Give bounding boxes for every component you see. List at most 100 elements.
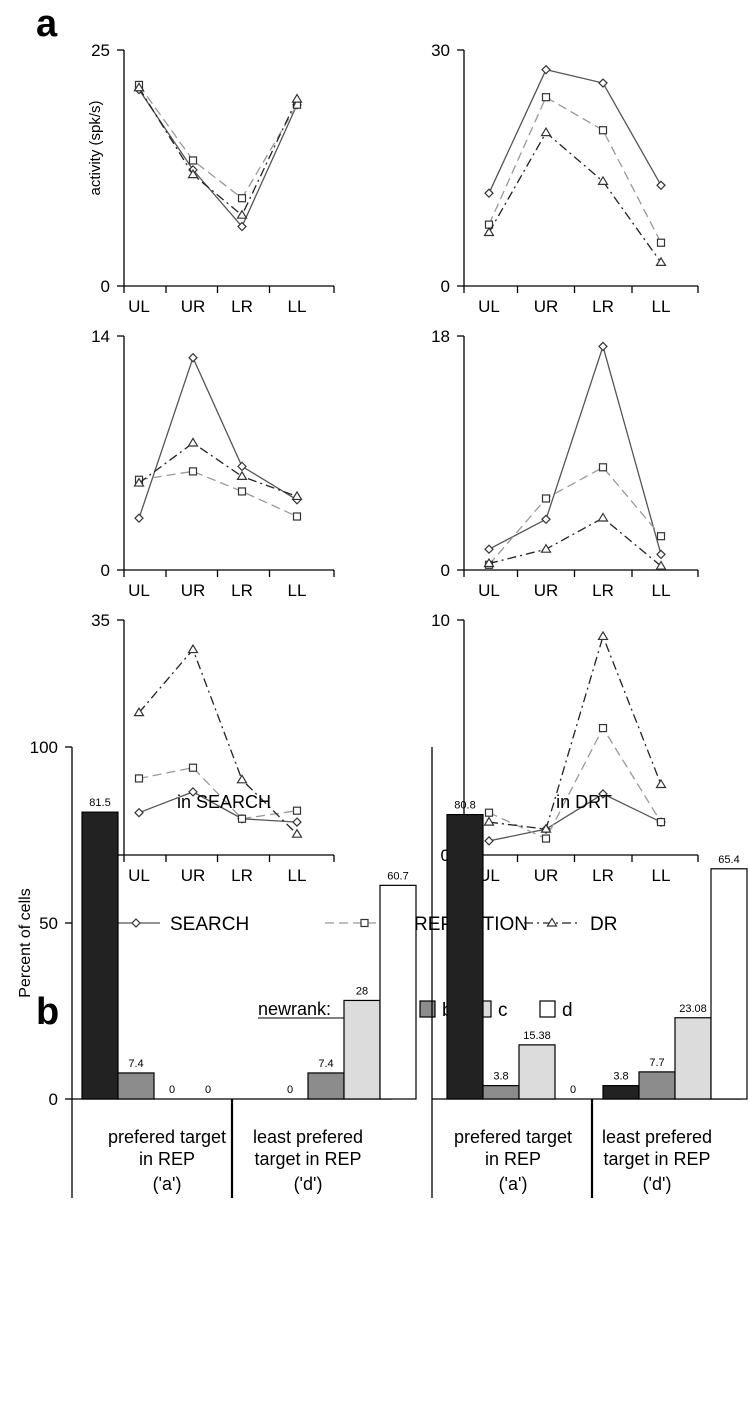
data-point-repetition: [188, 763, 198, 772]
data-point-repetition: [237, 487, 247, 496]
x-tick-label: LL: [288, 581, 307, 600]
x-tick-label: UR: [181, 581, 206, 600]
bar: [343, 999, 381, 1100]
x-tick-label: LR: [231, 581, 253, 600]
data-point-dr: [483, 557, 495, 568]
legend-marker: [360, 918, 369, 928]
bar: [482, 1085, 520, 1100]
data-point-dr: [540, 126, 552, 137]
data-point-dr: [291, 93, 303, 103]
bar: [674, 1017, 712, 1100]
data-point-search: [188, 787, 198, 797]
bar-data-label: 0: [205, 1084, 211, 1096]
series-line-dr: [138, 442, 298, 498]
group-label-line2: target in REP: [254, 1149, 361, 1169]
data-point-repetition: [656, 238, 666, 247]
data-point-search: [134, 513, 144, 524]
series-line-dr: [488, 517, 662, 567]
data-point-repetition: [598, 126, 608, 135]
bar: [446, 813, 484, 1100]
series-line-search: [488, 344, 662, 555]
data-point-dr: [540, 823, 552, 833]
bar-subplot-1: 0 50 100 Percent of cells in SEARCH 81.5 7.4 0 0…: [17, 738, 417, 1198]
x-tick-label: LR: [592, 866, 614, 885]
series-line-search: [488, 68, 662, 194]
x-tick-label: UR: [181, 297, 206, 316]
bar: [518, 1044, 556, 1100]
x-tick-label: UR: [181, 866, 206, 885]
data-point-search: [292, 817, 302, 827]
legend-label: c: [498, 1000, 508, 1021]
data-point-search: [484, 544, 494, 555]
x-tick-label: LR: [592, 581, 614, 600]
subplot-title: in DRT: [556, 792, 612, 812]
line-chart-a4: 0 18 UL UR LR LL: [431, 327, 699, 600]
data-point-search: [598, 341, 608, 352]
bar: [710, 868, 748, 1100]
legend-label: d: [562, 1000, 573, 1021]
group-label-line1: prefered target: [108, 1127, 226, 1147]
group-label-line2: in REP: [139, 1149, 195, 1169]
data-point-repetition: [598, 463, 608, 472]
data-point-search: [484, 836, 494, 846]
x-tick-label: UR: [534, 297, 559, 316]
y-tick-label: 0: [441, 277, 450, 296]
bar-data-label: 0: [570, 1084, 576, 1096]
y-tick-label: 0: [441, 561, 450, 580]
data-point-repetition: [237, 814, 247, 823]
y-tick-label: 50: [39, 914, 58, 933]
data-point-repetition: [292, 512, 302, 521]
data-point-repetition: [188, 467, 198, 476]
y-tick-label: 14: [91, 327, 110, 346]
y-tick-label: 25: [91, 41, 110, 60]
y-tick-label: 100: [30, 738, 58, 757]
data-point-dr: [483, 816, 495, 826]
line-chart-a5: 035ULURLRLL: [91, 611, 335, 885]
x-tick-label: UL: [128, 581, 150, 600]
data-point-dr: [291, 490, 303, 501]
x-tick-label: UR: [534, 866, 559, 885]
series-line-search: [488, 793, 662, 842]
data-point-dr: [540, 543, 552, 553]
data-point-dr: [236, 774, 248, 784]
series-line-repetition: [138, 470, 298, 518]
y-tick-label: 30: [431, 41, 450, 60]
bar-data-label: 7.7: [649, 1057, 664, 1069]
bar-data-label: 15.38: [523, 1030, 551, 1042]
legend-swatch: [539, 1000, 556, 1018]
data-point-repetition: [598, 723, 608, 733]
line-chart-a3: 0 14 UL UR LR LL: [91, 327, 335, 600]
group-label-line1: prefered target: [454, 1127, 572, 1147]
series-line-dr: [488, 634, 662, 830]
group-label-line3: ('d'): [294, 1174, 323, 1194]
panel-b-label: b: [36, 991, 59, 1033]
series-line-repetition: [138, 84, 298, 200]
bar-data-label: 60.7: [387, 870, 408, 882]
data-point-dr: [655, 560, 667, 570]
subplot-title: in SEARCH: [177, 792, 271, 812]
x-tick-label: LL: [652, 581, 671, 600]
bar: [117, 1072, 155, 1100]
bar-data-label: 28: [356, 985, 368, 997]
x-tick-label: LL: [288, 297, 307, 316]
y-axis-label: Percent of cells: [17, 888, 34, 997]
legend-label: DR: [590, 914, 617, 935]
data-point-repetition: [656, 817, 666, 827]
data-point-dr: [187, 437, 199, 447]
x-tick-label: LL: [652, 297, 671, 316]
data-point-repetition: [541, 834, 551, 843]
y-tick-label: 10: [431, 611, 450, 630]
data-point-dr: [133, 706, 145, 717]
y-tick-label: 0: [49, 1090, 58, 1109]
bar-data-label: 81.5: [89, 797, 110, 809]
x-tick-label: UL: [128, 297, 150, 316]
x-tick-label: LL: [288, 866, 307, 885]
data-point-search: [237, 461, 247, 472]
data-point-dr: [483, 226, 495, 237]
data-point-search: [656, 549, 666, 560]
legend-swatch: [419, 1000, 436, 1018]
x-tick-label: UL: [128, 866, 150, 885]
